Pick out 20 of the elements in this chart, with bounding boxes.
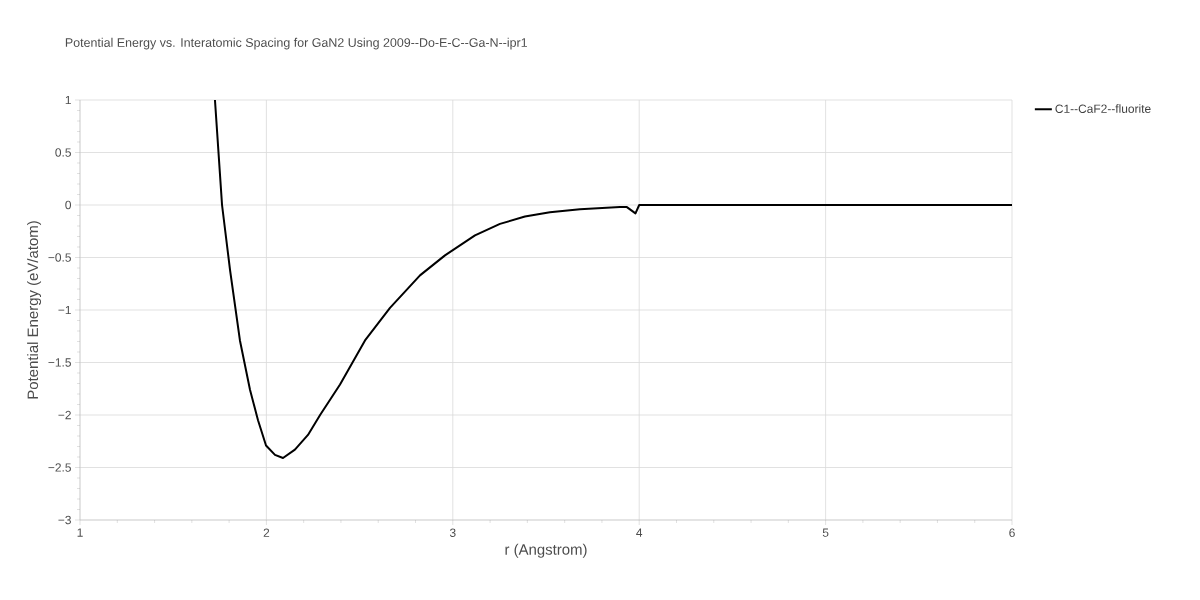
x-tick-label: 1: [77, 528, 83, 537]
y-axis-title: Potential Energy (eV/atom): [27, 221, 42, 399]
line-series: [213, 100, 1013, 460]
y-tick-label: −2: [58, 410, 71, 420]
x-tick-label: 6: [1009, 528, 1015, 537]
y-tick-label: 0.5: [55, 148, 71, 157]
legend-label: C1--CaF2--fluorite: [1055, 104, 1151, 113]
chart-title: Potential Energy vs. Interatomic Spacing for GaN2 Using 2009--Do-E-C--Ga-N--ipr1: [65, 37, 527, 50]
y-tick-label: −2.5: [48, 463, 71, 472]
y-tick-label: 1: [65, 95, 71, 105]
x-tick-label: 3: [449, 528, 456, 537]
x-axis-title: r (Angstrom): [505, 543, 587, 558]
x-tick-label: 2: [263, 528, 270, 537]
y-tick-label: 0: [65, 200, 72, 210]
x-tick-label: 5: [822, 528, 829, 537]
y-tick-label: −3: [58, 515, 71, 525]
y-tick-label: −1.5: [48, 358, 71, 367]
x-tick-label: 4: [636, 528, 643, 537]
y-tick-label: −1: [58, 305, 71, 315]
y-tick-label: −0.5: [48, 253, 71, 262]
